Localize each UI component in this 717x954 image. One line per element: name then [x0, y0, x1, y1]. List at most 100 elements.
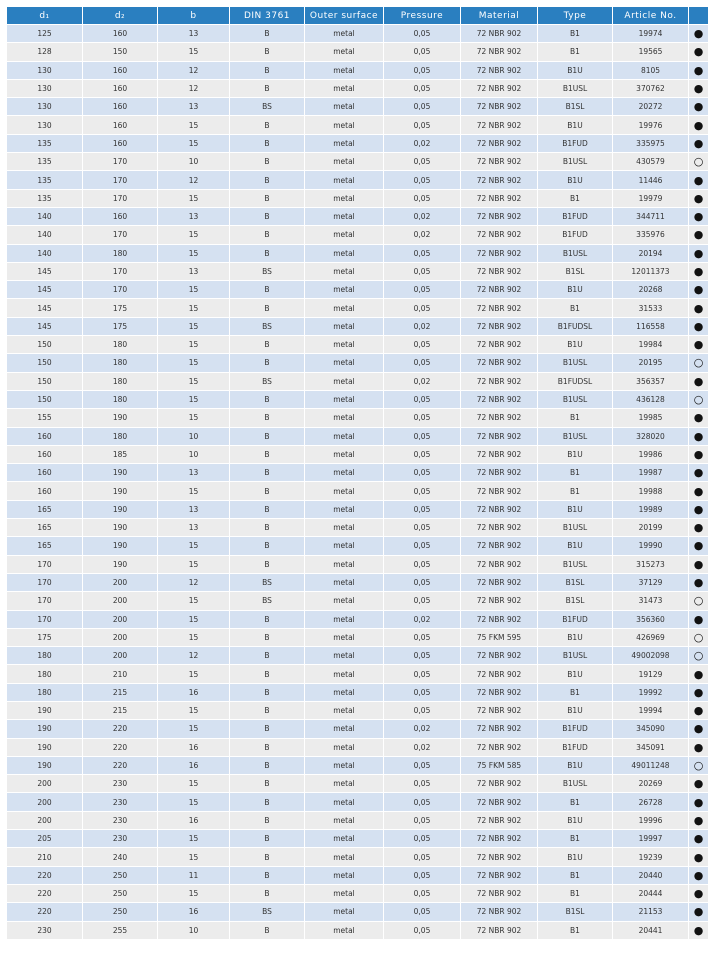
table-cell: B — [229, 792, 305, 812]
table-cell: 430579 — [612, 152, 689, 172]
table-cell: 72 NBR 902 — [460, 499, 538, 520]
table-cell: B1 — [537, 481, 613, 501]
table-cell: B1 — [537, 42, 613, 62]
table-cell: 72 NBR 902 — [460, 408, 538, 428]
table-cell: 19985 — [612, 408, 689, 428]
table-cell: 0,05 — [383, 920, 461, 940]
table-cell: 12 — [157, 170, 230, 190]
table-cell: 72 NBR 902 — [460, 298, 538, 318]
column-header: Type — [537, 6, 613, 25]
table-cell: 0,05 — [383, 883, 461, 904]
table-cell: 16 — [157, 810, 230, 831]
table-cell: 72 NBR 902 — [460, 518, 538, 538]
table-cell: 0,05 — [383, 847, 461, 867]
table-cell: 15 — [157, 847, 230, 867]
table-cell: 15 — [157, 298, 230, 318]
table-cell: 12 — [157, 78, 230, 99]
table-cell: metal — [304, 170, 384, 190]
table-cell: 175 — [6, 627, 83, 648]
table-cell: B1 — [537, 792, 613, 812]
table-cell: 72 NBR 902 — [460, 78, 538, 99]
table-cell: B — [229, 353, 305, 373]
table-cell: B — [229, 810, 305, 831]
table-cell: B1FUD — [537, 609, 613, 629]
table-cell: 150 — [6, 371, 83, 391]
table-cell: 255 — [82, 920, 158, 940]
table-cell: B1U — [537, 444, 613, 465]
table-cell: 170 — [82, 170, 158, 190]
table-cell: B — [229, 737, 305, 757]
availability-dot: ● — [688, 792, 709, 812]
table-cell: 135 — [6, 188, 83, 208]
table-cell: 200 — [6, 774, 83, 794]
table-cell: 185 — [82, 444, 158, 465]
table-cell: 170 — [82, 225, 158, 245]
table-cell: 128 — [6, 42, 83, 62]
table-cell: 180 — [6, 664, 83, 684]
table-cell: 200 — [6, 810, 83, 831]
table-cell: 15 — [157, 243, 230, 263]
table-cell: metal — [304, 23, 384, 44]
table-cell: B1FUD — [537, 719, 613, 739]
availability-dot: ● — [688, 481, 709, 501]
table-cell: B1U — [537, 810, 613, 831]
table-cell: metal — [304, 902, 384, 922]
table-cell: 250 — [82, 883, 158, 904]
table-cell: B — [229, 225, 305, 245]
table-cell: 15 — [157, 280, 230, 300]
table-cell: 328020 — [612, 426, 689, 446]
table-cell: 0,05 — [383, 115, 461, 135]
table-cell: metal — [304, 444, 384, 465]
table-cell: 72 NBR 902 — [460, 847, 538, 867]
availability-dot: ● — [688, 42, 709, 62]
table-cell: 160 — [6, 444, 83, 465]
table-cell: metal — [304, 737, 384, 757]
table-cell: 72 NBR 902 — [460, 23, 538, 44]
table-cell: B1USL — [537, 518, 613, 538]
table-cell: metal — [304, 499, 384, 520]
table-cell: 72 NBR 902 — [460, 902, 538, 922]
availability-dot: ● — [688, 719, 709, 739]
table-cell: 72 NBR 902 — [460, 700, 538, 721]
table-cell: 72 NBR 902 — [460, 115, 538, 135]
table-row: 145 170 13 BS metal 0,05 72 NBR 902 B1SL 1201137… — [6, 261, 709, 282]
table-cell: 160 — [6, 481, 83, 501]
table-cell: 0,05 — [383, 481, 461, 501]
table-cell: B1USL — [537, 353, 613, 373]
table-cell: 170 — [82, 188, 158, 208]
table-cell: 0,05 — [383, 499, 461, 520]
table-cell: 15 — [157, 188, 230, 208]
availability-dot: ○ — [688, 591, 709, 611]
column-header: Pressure — [383, 6, 461, 25]
table-cell: 200 — [82, 572, 158, 593]
column-header: Outer surface — [304, 6, 384, 25]
table-cell: 20269 — [612, 774, 689, 794]
availability-dot: ● — [688, 298, 709, 318]
table-cell: 0,05 — [383, 261, 461, 282]
availability-dot: ● — [688, 463, 709, 483]
table-cell: 170 — [6, 572, 83, 593]
table-cell: 72 NBR 902 — [460, 335, 538, 355]
availability-dot: ● — [688, 737, 709, 757]
table-cell: 116558 — [612, 316, 689, 337]
table-cell: 20194 — [612, 243, 689, 263]
table-cell: 155 — [6, 408, 83, 428]
table-cell: 220 — [82, 755, 158, 776]
availability-dot: ● — [688, 700, 709, 721]
table-cell: BS — [229, 97, 305, 117]
table-cell: B — [229, 152, 305, 172]
table-cell: 15 — [157, 335, 230, 355]
table-cell: B1USL — [537, 554, 613, 574]
availability-dot: ● — [688, 115, 709, 135]
table-cell: 15 — [157, 774, 230, 794]
table-cell: B1FUDSL — [537, 371, 613, 391]
availability-dot: ○ — [688, 755, 709, 776]
table-cell: 12 — [157, 60, 230, 80]
